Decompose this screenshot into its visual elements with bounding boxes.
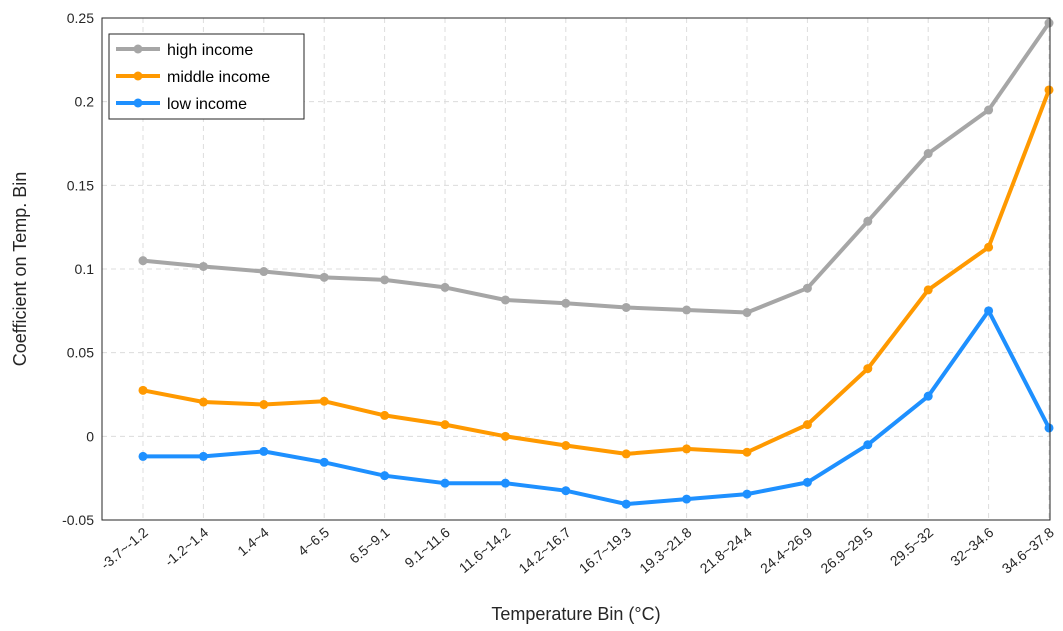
data-point — [198, 261, 208, 271]
data-point — [1044, 18, 1054, 28]
data-point — [319, 272, 329, 282]
legend-label: high income — [167, 42, 253, 59]
x-tick-label: 11.6~14.2 — [456, 524, 514, 576]
y-tick-label: -0.05 — [62, 512, 94, 528]
x-tick-label: -3.7~-1.2 — [97, 524, 151, 573]
data-point — [621, 449, 631, 459]
plot-frame — [101, 17, 1051, 521]
data-point — [561, 486, 571, 496]
data-point — [259, 400, 269, 410]
data-point — [742, 489, 752, 499]
data-point — [259, 267, 269, 277]
data-point — [802, 477, 812, 487]
x-tick-label: 16.7~19.3 — [576, 524, 634, 577]
x-tick-label: 4~6.5 — [295, 524, 333, 559]
y-tick-labels: -0.05 0 0.05 0.1 0.15 0.2 0.25 — [62, 10, 94, 528]
data-point — [259, 446, 269, 456]
legend-marker — [133, 44, 143, 54]
data-point — [984, 105, 994, 115]
data-point — [984, 242, 994, 252]
data-point — [682, 305, 692, 315]
data-point — [380, 275, 390, 285]
data-point — [500, 431, 510, 441]
x-tick-label: 21.8~24.4 — [697, 524, 755, 577]
data-point — [380, 410, 390, 420]
y-axis-label: Coefficient on Temp. Bin — [10, 172, 30, 366]
data-point — [802, 283, 812, 293]
data-point — [742, 447, 752, 457]
data-point — [380, 471, 390, 481]
legend: high income middle income low income — [108, 33, 305, 120]
x-tick-label: -1.2~1.4 — [161, 524, 211, 570]
y-tick-label: 0.05 — [67, 345, 94, 361]
legend-label: low income — [167, 96, 247, 113]
data-point — [923, 149, 933, 159]
x-tick-label: 6.5~9.1 — [346, 524, 393, 567]
data-point — [561, 441, 571, 451]
series-line-middle-income — [141, 88, 1051, 456]
x-tick-label: 34.6~37.8 — [999, 524, 1057, 577]
y-tick-label: 0 — [86, 428, 94, 444]
data-point — [138, 385, 148, 395]
data-point — [621, 302, 631, 312]
data-point — [198, 397, 208, 407]
x-axis-label: Temperature Bin (°C) — [491, 604, 660, 624]
data-point — [440, 478, 450, 488]
y-tick-label: 0.15 — [67, 177, 94, 193]
x-tick-label: 24.4~26.9 — [757, 524, 815, 577]
data-point — [621, 499, 631, 509]
data-point — [682, 494, 692, 504]
series-line-low-income — [141, 308, 1051, 507]
data-point — [863, 364, 873, 374]
legend-marker — [133, 71, 143, 81]
y-tick-label: 0.2 — [75, 94, 95, 110]
data-point — [319, 396, 329, 406]
data-point — [863, 440, 873, 450]
data-point — [1044, 85, 1054, 95]
x-tick-label: 19.3~21.8 — [636, 524, 694, 577]
data-point — [1044, 423, 1054, 433]
data-point — [863, 216, 873, 226]
data-point — [198, 451, 208, 461]
data-point — [500, 295, 510, 305]
x-tick-label: 14.2~16.7 — [515, 524, 573, 577]
legend-marker — [133, 98, 143, 108]
data-point — [742, 308, 752, 318]
data-point — [923, 285, 933, 295]
data-point — [984, 306, 994, 316]
x-tick-label: 9.1~11.6 — [401, 524, 453, 571]
data-point — [138, 256, 148, 266]
data-point — [138, 451, 148, 461]
x-tick-label: 26.9~29.5 — [817, 524, 875, 577]
x-tick-labels: -3.7~-1.2 -1.2~1.4 1.4~4 4~6.5 6.5~9.1 9.1~11… — [97, 524, 1057, 577]
x-tick-label: 32~34.6 — [947, 524, 997, 569]
data-point — [440, 420, 450, 430]
series-lines — [138, 18, 1054, 509]
data-point — [319, 457, 329, 467]
data-point — [561, 298, 571, 308]
data-point — [440, 282, 450, 292]
x-tick-label: 29.5~32 — [887, 524, 937, 569]
data-point — [500, 478, 510, 488]
y-tick-label: 0.25 — [67, 10, 94, 26]
series-line-high-income — [141, 21, 1051, 315]
data-point — [923, 391, 933, 401]
data-point — [802, 420, 812, 430]
data-point — [682, 444, 692, 454]
legend-label: middle income — [167, 69, 270, 86]
y-tick-label: 0.1 — [75, 261, 95, 277]
x-tick-label: 1.4~4 — [234, 524, 272, 559]
